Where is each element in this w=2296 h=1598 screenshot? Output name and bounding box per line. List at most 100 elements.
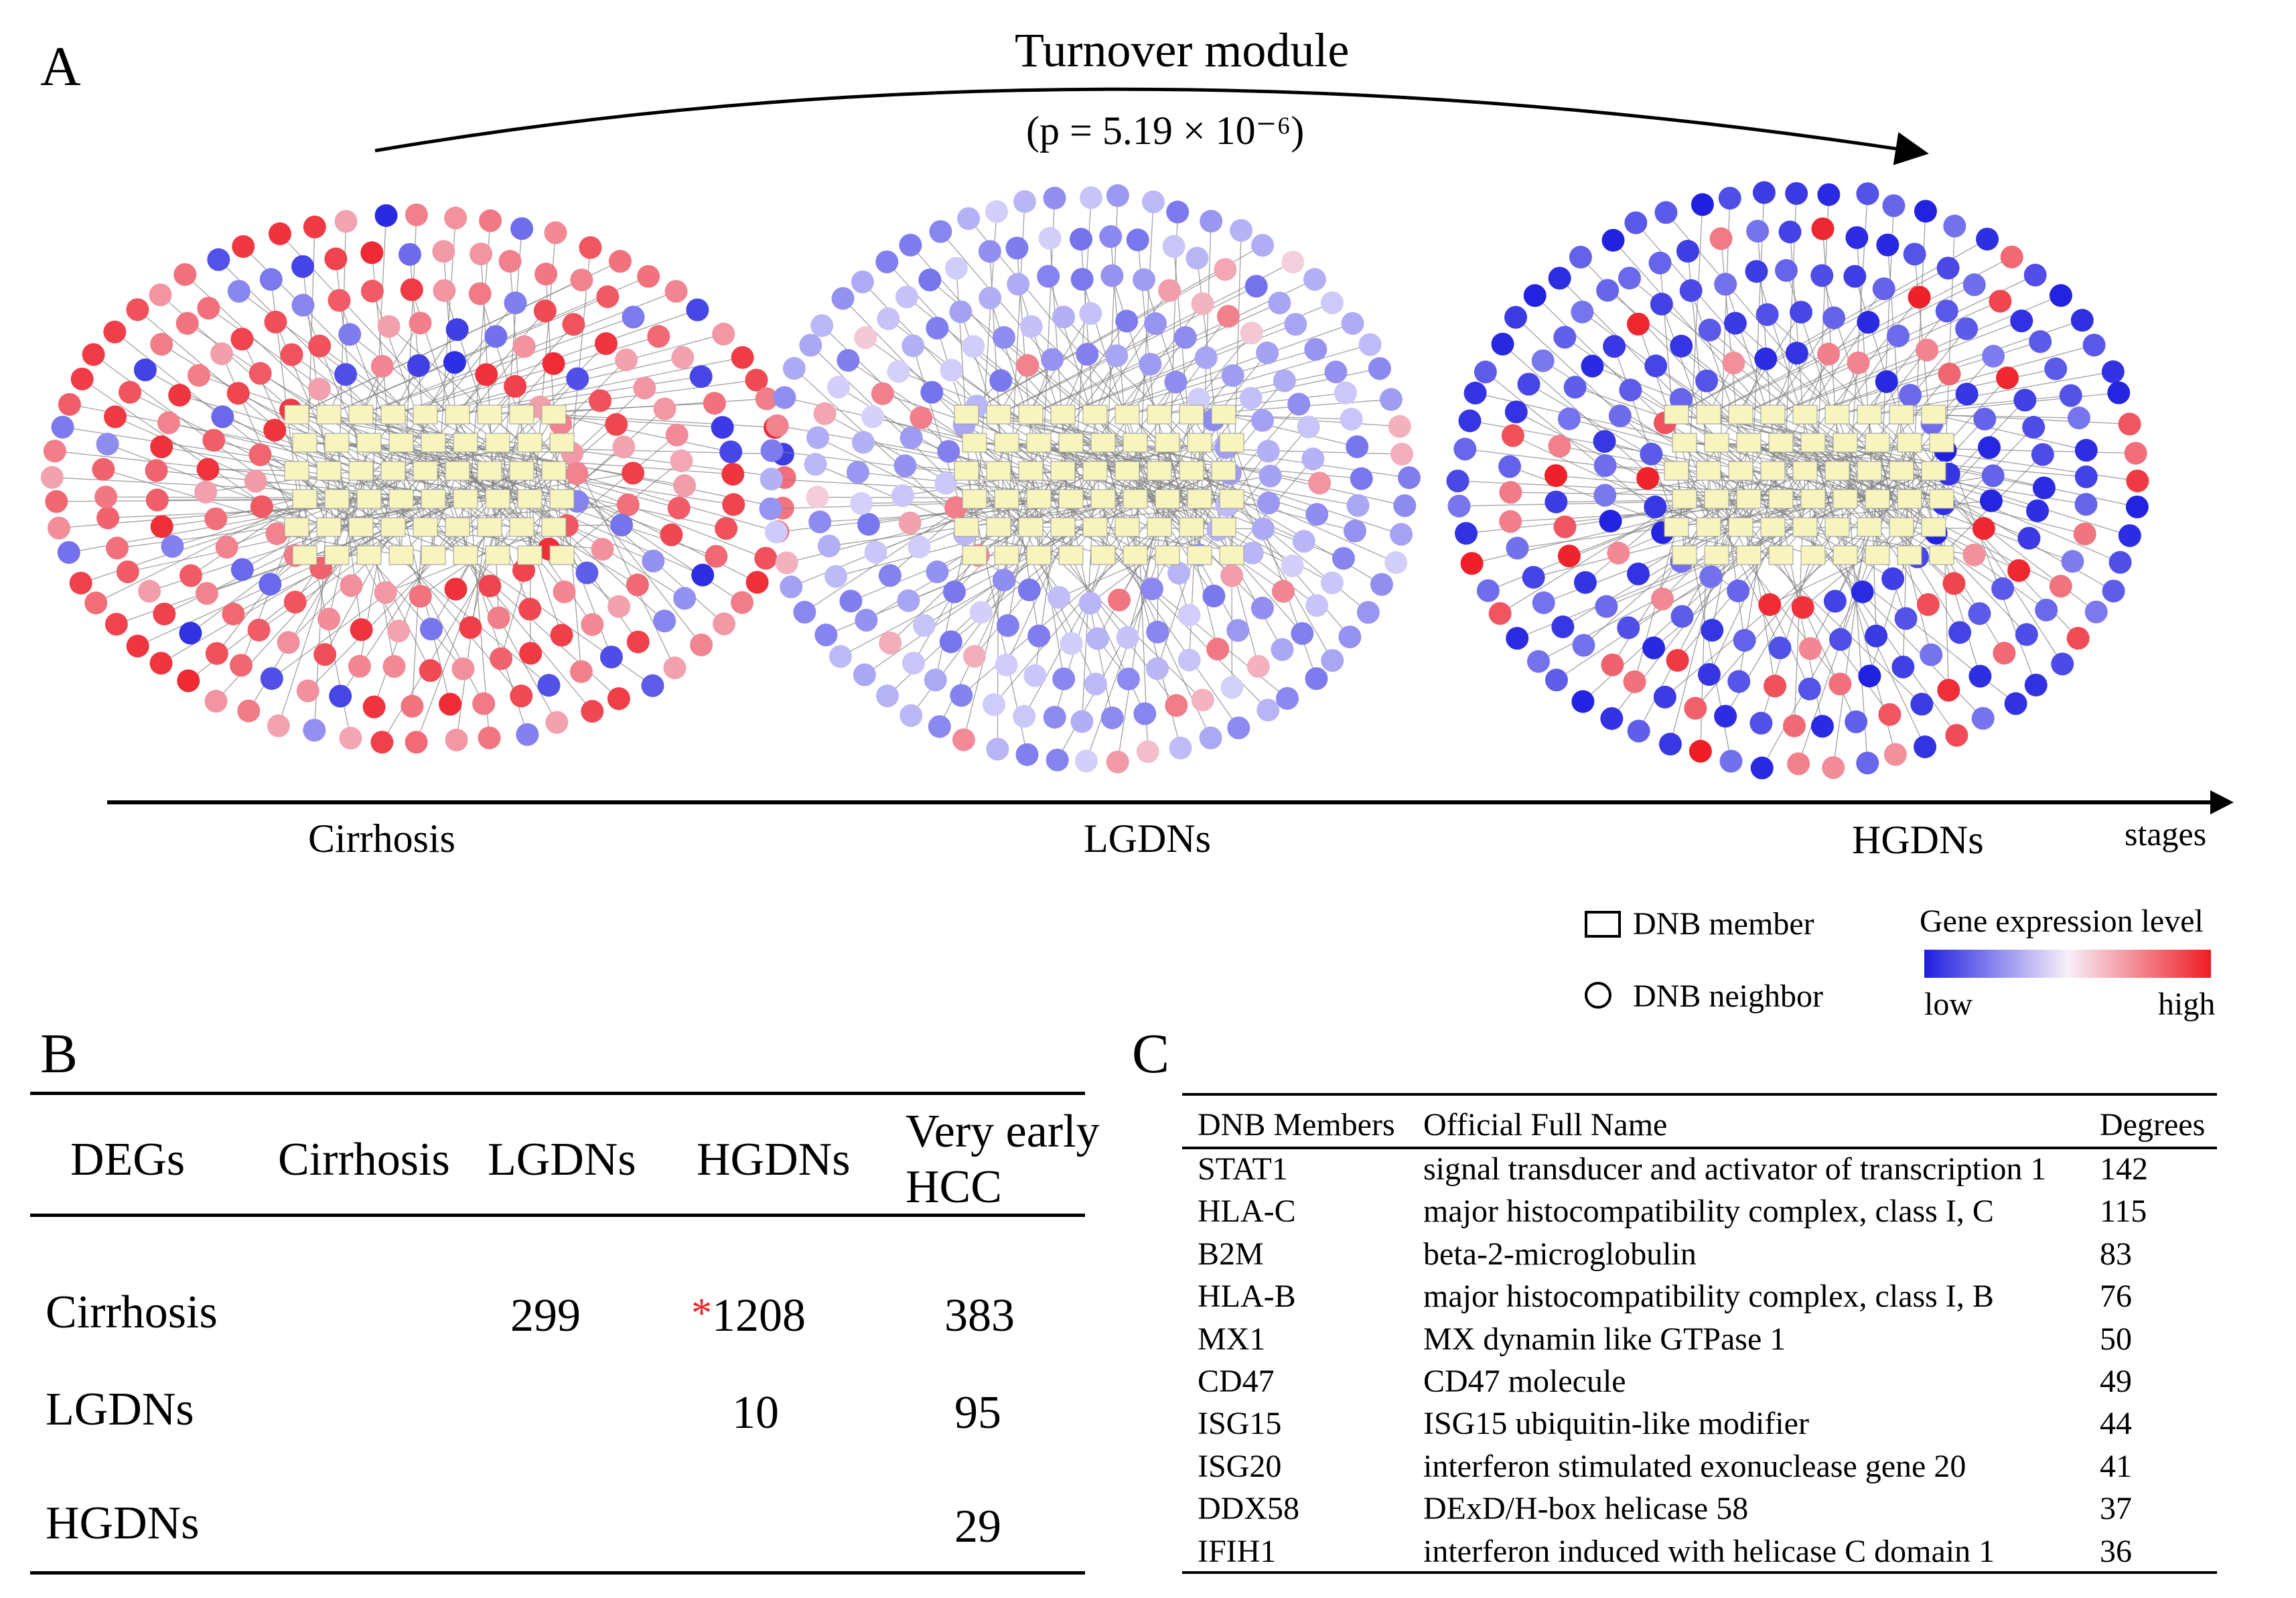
dnb-neighbor-node [1303, 268, 1326, 291]
dnb-neighbor-node [1723, 311, 1747, 335]
dnb-neighbor-node [227, 279, 250, 303]
dnb-neighbor-node [642, 549, 665, 573]
dnb-neighbor-node [895, 285, 918, 309]
dnb-neighbor-node [1573, 571, 1597, 594]
dnb-neighbor-node [175, 311, 199, 335]
network-edge [1516, 411, 1741, 528]
dnb-member-node [324, 489, 350, 509]
dnb-neighbor-node [1548, 435, 1571, 458]
dnb-member-node [1664, 517, 1689, 537]
dnb-neighbor-node [1488, 601, 1512, 625]
dnb-neighbor-node [1041, 348, 1064, 371]
dnb-neighbor-node [992, 569, 1015, 592]
dnb-member-node [1082, 461, 1108, 481]
network-edge [939, 470, 1064, 727]
dnb-neighbor-node [1144, 312, 1167, 336]
dnb-neighbor-node [612, 435, 636, 459]
dnb-neighbor-node [665, 423, 689, 447]
dnb-neighbor-node [817, 534, 841, 558]
stage-label-cirrhosis: Cirrhosis [308, 816, 456, 861]
dnb-neighbor-node [2059, 384, 2082, 407]
dnb-neighbor-node [1883, 743, 1907, 766]
dnb-member-node [316, 461, 342, 481]
dnb-member-node [1018, 517, 1044, 537]
dnb-neighbor-node [1937, 678, 1960, 702]
stage-label-hgdns: HGDNs [1852, 818, 1984, 862]
dnb-neighbor-node [1749, 711, 1773, 735]
dnb-neighbor-node [1823, 589, 1847, 613]
dnb-neighbor-node [149, 652, 173, 675]
dnb-neighbor-node [1107, 588, 1131, 611]
dnb-member-node [348, 517, 374, 537]
table-b-cell-starred: *1208 [691, 1293, 806, 1339]
dnb-neighbor-node [1305, 503, 1329, 526]
expression-gradient-bar [1924, 950, 2211, 978]
dnb-neighbor-node [566, 367, 589, 390]
table-c-member: IFIH1 [1198, 1533, 1277, 1569]
dnb-neighbor-node [1460, 552, 1484, 575]
table-c-header-name: Official Full Name [1423, 1107, 1668, 1143]
dnb-neighbor-node [1845, 710, 1868, 733]
dnb-neighbor-node [1016, 354, 1039, 377]
dnb-neighbor-node [1857, 311, 1880, 334]
network-edge [107, 443, 330, 528]
dnb-member-node [1090, 489, 1116, 509]
dnb-neighbor-node [1393, 494, 1417, 517]
dnb-neighbor-node [824, 565, 848, 588]
dnb-neighbor-node [591, 538, 614, 561]
dnb-member-node [1889, 517, 1914, 537]
dnb-neighbor-node [1046, 748, 1069, 772]
dnb-member-node [1824, 405, 1850, 425]
dnb-neighbor-node [2026, 499, 2050, 522]
panel-b-label: B [40, 1023, 78, 1085]
dnb-neighbor-node [851, 270, 874, 293]
dnb-neighbor-node [1551, 615, 1575, 638]
dnb-member-node [284, 405, 309, 425]
dnb-neighbor-node [1650, 587, 1674, 611]
dnb-neighbor-node [96, 433, 119, 456]
table-c-degree: 50 [2100, 1321, 2132, 1357]
dnb-neighbor-node [957, 207, 981, 230]
dnb-neighbor-node [1116, 626, 1139, 649]
dnb-neighbor-node [2118, 413, 2141, 436]
dnb-neighbor-node [1132, 268, 1155, 291]
dnb-member-node [1768, 489, 1794, 509]
dnb-neighbor-node [277, 631, 300, 654]
network-edge [1716, 442, 2085, 534]
dnb-neighbor-node [745, 571, 769, 594]
network-edge [1512, 435, 1709, 528]
dnb-neighbor-node [307, 377, 331, 401]
dnb-neighbor-node [70, 367, 94, 390]
dnb-member-node [954, 517, 979, 537]
dnb-member-node [1026, 489, 1052, 509]
dnb-neighbor-node [908, 535, 931, 559]
dnb-member-node [1179, 461, 1204, 481]
dnb-neighbor-node [204, 507, 228, 530]
dnb-neighbor-node [1727, 670, 1751, 693]
dnb-neighbor-node [443, 351, 466, 374]
dnb-neighbor-node [230, 558, 254, 581]
dnb-member-node [1018, 405, 1044, 425]
dnb-member-node [388, 545, 414, 565]
stage-label-lgdns: LGDNs [1084, 816, 1211, 861]
dnb-neighbor-node [377, 315, 401, 338]
dnb-neighbor-node [445, 728, 468, 751]
dnb-neighbor-node [1346, 435, 1369, 458]
network-edge [1772, 320, 2022, 415]
dnb-neighbor-node [478, 574, 502, 597]
dnb-neighbor-node [1476, 579, 1500, 602]
dnb-neighbor-node [1596, 279, 1620, 302]
table-c-name: beta-2-microglobulin [1423, 1236, 1697, 1272]
dnb-neighbor-node [900, 426, 923, 449]
dnb-neighbor-node [1139, 352, 1162, 376]
dnb-neighbor-node [1718, 186, 1741, 210]
dnb-neighbor-node [2010, 309, 2033, 333]
dnb-neighbor-node [374, 204, 398, 227]
network-edge [114, 332, 362, 528]
dnb-neighbor-node [1935, 299, 1958, 323]
dnb-neighbor-node [633, 376, 656, 400]
dnb-neighbor-node [47, 516, 70, 540]
dnb-neighbor-node [433, 279, 456, 302]
dnb-neighbor-node [831, 287, 855, 310]
network-edge [497, 400, 601, 500]
